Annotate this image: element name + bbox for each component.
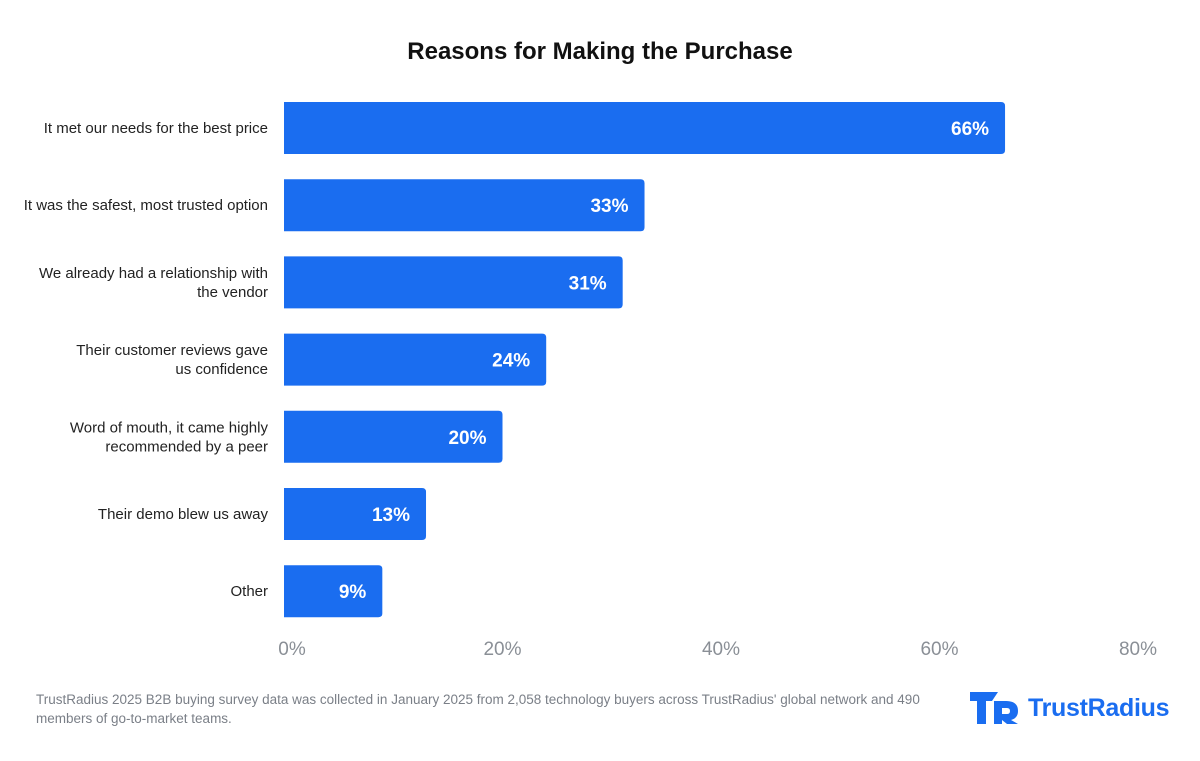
bar-4 xyxy=(284,410,503,463)
x-tick-label-3: 60% xyxy=(920,639,958,660)
x-tick-label-4: 80% xyxy=(1119,639,1157,660)
trustradius-logo-icon xyxy=(970,692,1018,724)
bar-2 xyxy=(284,256,623,309)
category-label-5: Their demo blew us away xyxy=(98,506,269,523)
bar-5 xyxy=(284,488,427,540)
bar-1 xyxy=(284,179,645,232)
data-label-4: 20% xyxy=(448,428,486,449)
data-label-0: 66% xyxy=(951,119,989,140)
bar-chart: 66% It met our needs for the best price 33… xyxy=(24,102,1157,660)
chart-title: Reasons for Making the Purchase xyxy=(407,38,793,65)
category-label-2: We already had a relationship with the ve… xyxy=(39,265,268,301)
bar-0 xyxy=(284,102,1006,154)
category-label-4: Word of mouth, it came highly recommended… xyxy=(70,419,269,455)
bar-3 xyxy=(284,333,547,386)
x-tick-label-0: 0% xyxy=(278,639,306,660)
footnote: TrustRadius 2025 B2B buying survey data … xyxy=(36,692,920,726)
x-tick-label-2: 40% xyxy=(702,639,740,660)
category-label-0: It met our needs for the best price xyxy=(44,120,268,137)
category-label-3: Their customer reviews gave us confidence xyxy=(76,342,268,378)
data-label-5: 13% xyxy=(372,505,410,526)
category-label-6: Other xyxy=(230,583,268,600)
category-label-1: It was the safest, most trusted option xyxy=(24,197,268,214)
logo-text: TrustRadius xyxy=(1028,693,1170,722)
data-label-6: 9% xyxy=(339,582,367,603)
data-label-2: 31% xyxy=(569,273,607,294)
brand-logo: TrustRadius xyxy=(968,690,1169,726)
data-label-3: 24% xyxy=(492,351,530,372)
data-label-1: 33% xyxy=(590,196,628,217)
x-tick-label-1: 20% xyxy=(483,639,521,660)
bar-6 xyxy=(284,565,383,618)
